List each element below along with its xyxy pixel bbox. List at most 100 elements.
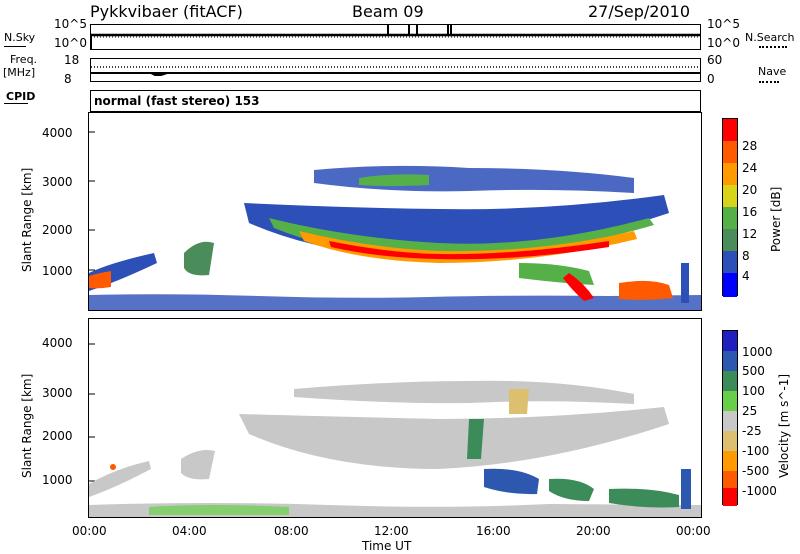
velocity-cbar-swatch [723,488,737,506]
x-tick-label: 00:00 [676,524,711,538]
velocity-cbar-tick: 1000 [742,345,773,359]
power-ytick-label: 1000 [42,264,73,278]
cpid-panel: normal (fast stereo) 153 [90,90,701,112]
power-cbar-tick: 24 [742,161,758,175]
nsearch-label: N.Search [745,31,795,44]
velocity-cbar-tick: 100 [742,384,765,398]
power-echo-0330 [184,241,214,276]
power-ytick-label: 2000 [42,223,73,237]
velocity-ytick-label: 3000 [42,386,73,400]
power-lower-green [519,263,594,285]
nsearch-legend-line [759,46,787,48]
freq-left-tick-bottom: 8 [64,72,72,86]
velocity-cbar-swatch [723,451,737,471]
velocity-cbar-tick: -25 [742,424,762,438]
velocity-ytick-label: 1000 [42,473,73,487]
x-tick-label: 08:00 [274,524,309,538]
power-ytick-label: 3000 [42,175,73,189]
velocity-cbar-swatch [723,471,737,488]
velocity-cbar-swatch [723,411,737,431]
freq-plot [91,66,700,76]
freq-unit-label: [MHz] [3,66,36,79]
velocity-cbar-swatch [723,371,737,391]
power-lower-red [563,273,594,301]
power-cbar-swatch [723,141,737,163]
power-cbar-swatch [723,163,737,185]
velocity-cbar-swatch [723,391,737,411]
power-upper-band [314,165,634,193]
velocity-cbar-tick: 500 [742,364,765,378]
velocity-panel [88,318,702,518]
velocity-orange-streak [509,389,529,414]
power-cbar-tick: 12 [742,227,758,241]
velocity-green-patch [549,478,594,501]
noise-left-tick-bottom: 10^0 [54,36,87,50]
velocity-late-green [609,488,679,508]
velocity-ytick-label: 4000 [42,336,73,350]
noise-panel [90,24,701,50]
x-tick-label: 00:00 [72,524,107,538]
beam-title: Beam 09 [352,2,424,21]
power-cbar-swatch [723,273,737,297]
velocity-ylabel: Slant Range [km] [20,373,34,478]
x-tick-label: 12:00 [374,524,409,538]
power-cbar-tick: 4 [742,269,750,283]
power-cbar-tick: 8 [742,249,750,263]
velocity-upper-band [294,380,634,404]
velocity-red-point [110,464,116,470]
freq-dip [150,72,168,76]
power-cbar-swatch [723,251,737,273]
velocity-cbar-swatch [723,331,737,351]
velocity-cbar-tick: -500 [742,464,770,478]
velocity-blue-patch [484,468,539,495]
x-tick-label: 20:00 [576,524,611,538]
power-cbar-swatch [723,119,737,141]
velocity-main-gray [239,407,669,469]
freq-left-tick-top: 18 [64,53,80,67]
power-cbar-tick: 20 [742,183,758,197]
cpid-label: CPID [6,90,36,103]
velocity-ground-green [149,505,289,515]
freq-label: Freq. [10,53,38,66]
x-tick-label: 16:00 [476,524,511,538]
velocity-cbar-swatch [723,431,737,451]
freq-right-tick-top: 60 [707,53,723,67]
x-axis-label: Time UT [362,539,412,553]
velocity-edge-echo [681,469,691,509]
power-ylabel: Slant Range [km] [20,167,34,272]
power-colorbar [722,118,738,297]
power-upper-green [359,174,429,186]
velocity-colorbar [722,330,738,506]
power-ground-band [89,294,701,310]
power-cbar-swatch [723,229,737,251]
noise-right-tick-top: 10^5 [707,17,740,31]
power-cbar-tick: 28 [742,139,758,153]
nave-label: Nave [758,65,787,78]
cpid-underline [4,103,28,104]
velocity-cbar-swatch [723,351,737,371]
noise-plot [91,25,700,49]
power-ytick-label: 4000 [42,126,73,140]
nave-legend-line [759,81,779,83]
velocity-cbar-tick: -100 [742,444,770,458]
power-cbar-label: Power [dB] [769,186,783,252]
x-tick-label: 04:00 [172,524,207,538]
freq-right-tick-bottom: 0 [707,72,715,86]
velocity-cbar-label: Velocity [m s^-1] [777,373,791,478]
station-title: Pykkvibaer (fitACF) [90,2,243,21]
velocity-echo-0330 [181,450,215,480]
velocity-ytick-label: 2000 [42,429,73,443]
nsky-legend-line [4,46,26,47]
date-title: 27/Sep/2010 [588,2,691,21]
freq-panel [90,58,701,82]
velocity-green-streak [467,419,484,459]
nsky-label: N.Sky [4,31,36,44]
power-late-echo [619,280,673,300]
power-plot [89,131,701,310]
noise-right-tick-bottom: 10^0 [707,36,740,50]
power-early-core [89,271,111,289]
power-main-red [329,241,609,260]
velocity-cbar-tick: 25 [742,404,758,418]
noise-left-tick-top: 10^5 [54,17,87,31]
power-cbar-tick: 16 [742,205,758,219]
